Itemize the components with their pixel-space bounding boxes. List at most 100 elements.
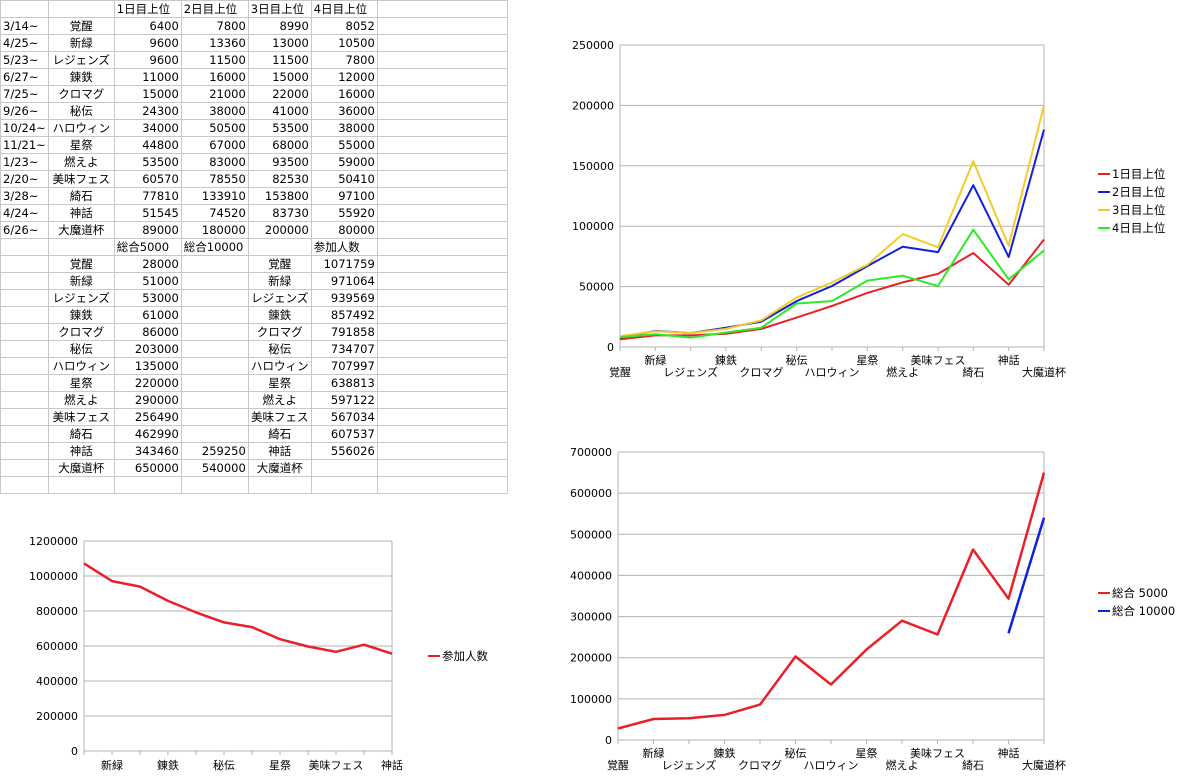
event-name-cell[interactable]: 大魔道杯: [48, 460, 114, 477]
cell[interactable]: [377, 103, 507, 120]
value-cell[interactable]: 12000: [311, 69, 377, 86]
cell[interactable]: [377, 375, 507, 392]
value-cell[interactable]: [181, 273, 248, 290]
event-name-cell[interactable]: 美味フェス: [248, 409, 311, 426]
event-name-cell[interactable]: クロマグ: [48, 86, 114, 103]
event-name-cell[interactable]: 大魔道杯: [248, 460, 311, 477]
value-cell[interactable]: [181, 341, 248, 358]
value-cell[interactable]: 203000: [114, 341, 181, 358]
value-cell[interactable]: 82530: [248, 171, 311, 188]
value-cell[interactable]: 59000: [311, 154, 377, 171]
cell[interactable]: [377, 409, 507, 426]
date-cell[interactable]: 1/23~: [1, 154, 49, 171]
cell[interactable]: [377, 239, 507, 256]
value-cell[interactable]: 939569: [311, 290, 377, 307]
value-cell[interactable]: 36000: [311, 103, 377, 120]
value-cell[interactable]: 74520: [181, 205, 248, 222]
value-cell[interactable]: [181, 324, 248, 341]
value-cell[interactable]: 135000: [114, 358, 181, 375]
cell[interactable]: [377, 392, 507, 409]
value-cell[interactable]: 44800: [114, 137, 181, 154]
event-name-cell[interactable]: 錬鉄: [48, 69, 114, 86]
value-cell[interactable]: 153800: [248, 188, 311, 205]
cell[interactable]: [1, 358, 49, 375]
cell[interactable]: [1, 409, 49, 426]
value-cell[interactable]: 9600: [114, 35, 181, 52]
value-cell[interactable]: 38000: [311, 120, 377, 137]
date-cell[interactable]: 3/28~: [1, 188, 49, 205]
cell[interactable]: [1, 273, 49, 290]
event-name-cell[interactable]: レジェンズ: [248, 290, 311, 307]
value-cell[interactable]: 55000: [311, 137, 377, 154]
value-cell[interactable]: 50410: [311, 171, 377, 188]
value-cell[interactable]: [181, 375, 248, 392]
value-cell[interactable]: 791858: [311, 324, 377, 341]
value-cell[interactable]: 50500: [181, 120, 248, 137]
cell[interactable]: [377, 120, 507, 137]
event-name-cell[interactable]: 神話: [48, 205, 114, 222]
cell[interactable]: [377, 86, 507, 103]
date-cell[interactable]: 11/21~: [1, 137, 49, 154]
event-name-cell[interactable]: 燃えよ: [48, 154, 114, 171]
cell[interactable]: [377, 477, 507, 494]
value-cell[interactable]: 8990: [248, 18, 311, 35]
event-name-cell[interactable]: 燃えよ: [48, 392, 114, 409]
column-header[interactable]: 総合5000: [114, 239, 181, 256]
value-cell[interactable]: 16000: [311, 86, 377, 103]
value-cell[interactable]: 650000: [114, 460, 181, 477]
value-cell[interactable]: 540000: [181, 460, 248, 477]
date-cell[interactable]: 5/23~: [1, 52, 49, 69]
event-name-cell[interactable]: 秘伝: [248, 341, 311, 358]
column-header[interactable]: 2日目上位: [181, 1, 248, 18]
date-cell[interactable]: 9/26~: [1, 103, 49, 120]
value-cell[interactable]: 343460: [114, 443, 181, 460]
cell[interactable]: [1, 307, 49, 324]
value-cell[interactable]: [181, 290, 248, 307]
value-cell[interactable]: 67000: [181, 137, 248, 154]
event-name-cell[interactable]: 新緑: [48, 35, 114, 52]
value-cell[interactable]: 61000: [114, 307, 181, 324]
value-cell[interactable]: 638813: [311, 375, 377, 392]
value-cell[interactable]: 7800: [181, 18, 248, 35]
column-header[interactable]: 3日目上位: [248, 1, 311, 18]
value-cell[interactable]: 256490: [114, 409, 181, 426]
value-cell[interactable]: 51000: [114, 273, 181, 290]
value-cell[interactable]: 13360: [181, 35, 248, 52]
cell[interactable]: [377, 341, 507, 358]
cell[interactable]: [377, 273, 507, 290]
value-cell[interactable]: 60570: [114, 171, 181, 188]
cell[interactable]: [377, 188, 507, 205]
cell[interactable]: [248, 477, 311, 494]
event-name-cell[interactable]: 綺石: [248, 426, 311, 443]
value-cell[interactable]: 857492: [311, 307, 377, 324]
date-cell[interactable]: 2/20~: [1, 171, 49, 188]
event-name-cell[interactable]: ハロウィン: [48, 358, 114, 375]
column-header[interactable]: 参加人数: [311, 239, 377, 256]
event-name-cell[interactable]: 星祭: [48, 375, 114, 392]
event-name-cell[interactable]: 錬鉄: [48, 307, 114, 324]
value-cell[interactable]: 707997: [311, 358, 377, 375]
cell[interactable]: [1, 341, 49, 358]
date-cell[interactable]: 3/14~: [1, 18, 49, 35]
value-cell[interactable]: 93500: [248, 154, 311, 171]
cell[interactable]: [1, 324, 49, 341]
cell[interactable]: [1, 426, 49, 443]
value-cell[interactable]: 567034: [311, 409, 377, 426]
cell[interactable]: [377, 1, 507, 18]
value-cell[interactable]: 607537: [311, 426, 377, 443]
value-cell[interactable]: 22000: [248, 86, 311, 103]
cell[interactable]: [1, 375, 49, 392]
event-name-cell[interactable]: ハロウィン: [248, 358, 311, 375]
event-name-cell[interactable]: 覚醒: [248, 256, 311, 273]
event-name-cell[interactable]: ハロウィン: [48, 120, 114, 137]
value-cell[interactable]: 13000: [248, 35, 311, 52]
event-name-cell[interactable]: 美味フェス: [48, 171, 114, 188]
column-header[interactable]: 4日目上位: [311, 1, 377, 18]
value-cell[interactable]: [181, 358, 248, 375]
value-cell[interactable]: 259250: [181, 443, 248, 460]
value-cell[interactable]: 53500: [114, 154, 181, 171]
